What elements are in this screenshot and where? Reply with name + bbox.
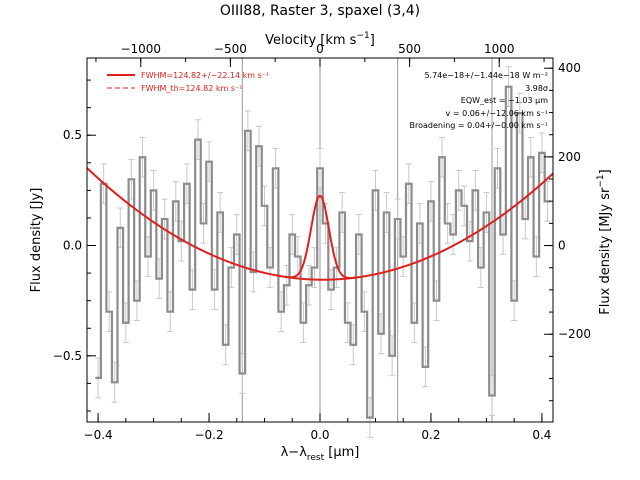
data-step-line bbox=[95, 85, 551, 419]
annotation-block: 5.74e−18+/−1.44e−18 W m⁻² 3.98σ EQW_est … bbox=[410, 71, 549, 130]
x-tick-label: 0.4 bbox=[532, 428, 551, 442]
x-tick-label: 0.2 bbox=[421, 428, 440, 442]
v-ticks: −1000 −500 0 500 1000 bbox=[95, 42, 545, 67]
y-axis-label: Flux density [Jy] bbox=[29, 188, 44, 293]
y2-tick-label: 200 bbox=[558, 150, 581, 164]
x-tick-label: −0.4 bbox=[84, 428, 113, 442]
x-ticks: −0.4 −0.2 0.0 0.2 0.4 bbox=[84, 413, 551, 442]
annotation-line-broadening: Broadening = 0.04+/−0.00 km s⁻¹ bbox=[410, 121, 548, 130]
annotation-line-eqw: EQW_est = −1.03 μm bbox=[461, 96, 548, 105]
v-tick-label: −1000 bbox=[120, 42, 161, 56]
legend: FWHM=124.82+/−22.14 km s⁻¹ FWHM_th=124.8… bbox=[107, 71, 269, 93]
v-tick-label: 1000 bbox=[484, 42, 515, 56]
x-tick-label: −0.2 bbox=[194, 428, 223, 442]
chart-title: OIII88, Raster 3, spaxel (3,4) bbox=[220, 3, 420, 19]
x2-axis-label: Velocity [km s−1] bbox=[265, 31, 375, 48]
y-ticks: −0.5 0.0 0.5 bbox=[53, 79, 96, 412]
fit-series bbox=[86, 167, 554, 281]
y2-tick-label: −200 bbox=[558, 327, 591, 341]
annotation-line-velocity: v = 0.06+/−12.06 km s⁻¹ bbox=[446, 109, 548, 118]
theoretical-profile-curve bbox=[284, 195, 356, 279]
x-axis-label: λ−λrest [μm] bbox=[281, 445, 360, 463]
y-tick-label: −0.5 bbox=[53, 349, 82, 363]
annotation-line-flux: 5.74e−18+/−1.44e−18 W m⁻² bbox=[424, 71, 548, 80]
y2-tick-label: 0 bbox=[558, 239, 566, 253]
y2-ticks: −200 0 200 400 bbox=[544, 61, 591, 402]
v-tick-label: 500 bbox=[398, 42, 421, 56]
annotation-line-sigma: 3.98σ bbox=[525, 84, 548, 93]
v-tick-label: −500 bbox=[214, 42, 247, 56]
x-tick-label: 0.0 bbox=[310, 428, 329, 442]
legend-fit-label: FWHM=124.82+/−22.14 km s⁻¹ bbox=[141, 71, 269, 80]
v-tick-label: 0 bbox=[316, 42, 324, 56]
legend-theoretical-label: FWHM_th=124.82 km s⁻¹ bbox=[141, 84, 242, 93]
y-tick-label: 0.5 bbox=[63, 128, 82, 142]
y-tick-label: 0.0 bbox=[63, 239, 82, 253]
y2-tick-label: 400 bbox=[558, 61, 581, 75]
fit-baseline-curve bbox=[86, 167, 554, 281]
y2-axis-label: Flux density [MJy sr−1] bbox=[596, 169, 613, 314]
data-series bbox=[95, 85, 551, 419]
